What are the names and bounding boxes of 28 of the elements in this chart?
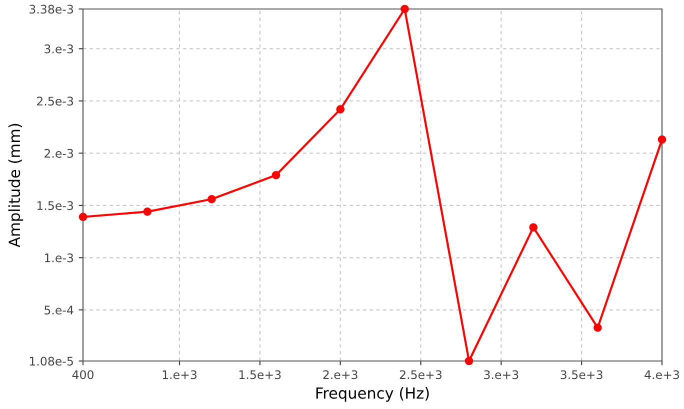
point [658,135,666,144]
y-tick-label: 5.e-4 [44,306,74,315]
x-tick-label: 3.5e+3 [560,370,602,380]
point [78,212,88,222]
point [400,4,409,14]
y-tick-label: 1.e-3 [44,253,74,262]
point [143,208,152,216]
y-tick-label: 1.5e-3 [37,201,74,210]
y-tick-label: 3.e-3 [44,44,74,54]
x-tick-label: 3.e+3 [484,370,518,380]
point [272,170,280,180]
point [594,323,602,332]
x-axis-title: Frequency (Hz) [316,387,429,402]
y-tick-label: 1.08e-5 [30,356,73,366]
point [336,105,344,114]
x-tick-label: 400 [72,370,94,380]
x-tick-label: 1.e+3 [162,370,197,380]
y-axis-title: Amplitude (mm) [8,124,24,248]
y-tick-label: 3.38e-3 [30,4,74,14]
x-tick-label: 1.5e+3 [239,370,281,380]
point [208,194,216,204]
x-tick-label: 4.e+3 [644,370,680,380]
point [464,356,474,366]
point [529,223,538,232]
y-tick-label: 2.e-3 [44,148,74,158]
x-tick-label: 2.5e+3 [400,370,442,380]
y-tick-label: 2.5e-3 [37,96,74,106]
x-tick-label: 2.e+3 [323,370,358,380]
